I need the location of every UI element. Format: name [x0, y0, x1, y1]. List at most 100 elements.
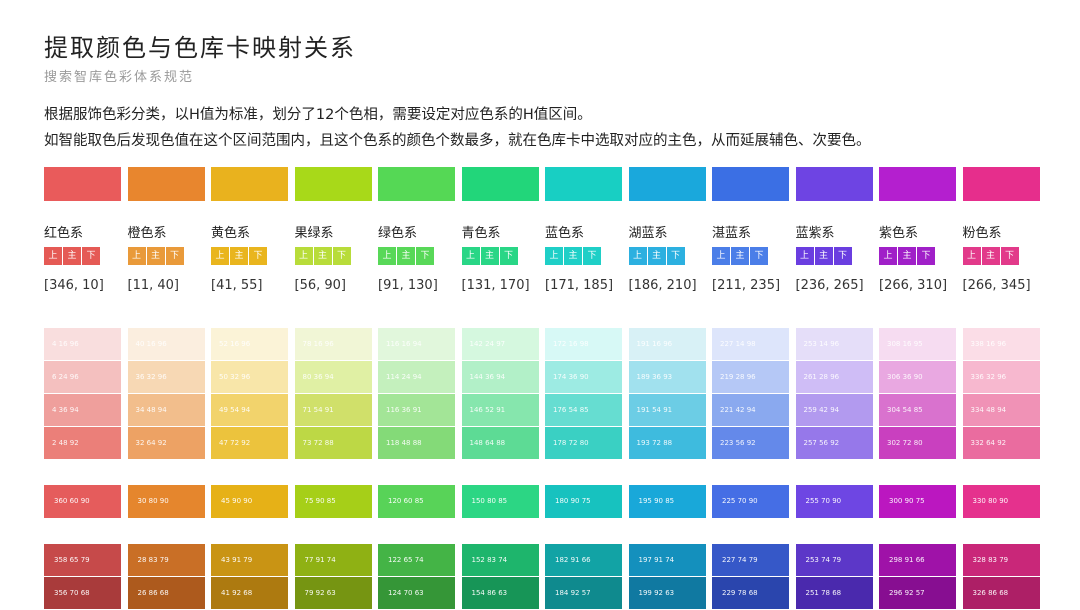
- shade-swatch: 328 83 79: [962, 544, 1040, 576]
- color-chip: 上: [127, 247, 146, 265]
- main-color-swatch: 300 90 75: [879, 485, 956, 518]
- color-chip: 主: [313, 247, 332, 265]
- tint-swatch: 227 14 98: [712, 328, 789, 360]
- hue-swatch-bar: [712, 167, 789, 201]
- color-chip: 下: [499, 247, 518, 265]
- shade-swatch: 122 65 74: [378, 544, 455, 576]
- hue-column: 果绿系上主下 [56, 90] 78 16 96 80 36 94 71 54 91 73…: [294, 0, 373, 610]
- color-chip: 主: [63, 247, 81, 265]
- chip-group: 上主下: [461, 247, 518, 265]
- color-chip: 上: [879, 247, 897, 265]
- hue-name: 红色系: [44, 226, 84, 241]
- tint-swatch: 49 54 94: [211, 394, 288, 426]
- shade-swatch: 26 86 68: [127, 577, 205, 609]
- tint-swatch: 34 48 94: [127, 394, 205, 426]
- main-color-swatch: 180 90 75: [545, 485, 622, 518]
- hue-name: 蓝色系: [545, 226, 585, 241]
- color-chip: 主: [981, 247, 1000, 265]
- main-color-swatch: 330 80 90: [962, 485, 1040, 518]
- hue-column: 青色系上主下 [131, 170] 142 24 97 144 36 94 146 52…: [461, 0, 540, 610]
- color-chip: 下: [583, 247, 601, 265]
- chip-group: 上主下: [879, 247, 935, 265]
- tint-swatch: 338 16 96: [962, 328, 1040, 360]
- tint-swatch: 336 32 96: [962, 361, 1040, 393]
- shade-swatch: 124 70 63: [378, 577, 455, 609]
- shade-swatch: 184 92 57: [545, 577, 622, 609]
- main-color-swatch: 150 80 85: [461, 485, 539, 518]
- tint-stack: 338 16 96 336 32 96 334 48 94 332 64 92: [962, 328, 1040, 460]
- hue-swatch-bar: [44, 167, 121, 201]
- tint-swatch: 114 24 94: [378, 361, 455, 393]
- tint-swatch: 47 72 92: [211, 427, 288, 459]
- color-chip: 主: [647, 247, 666, 265]
- hue-column: 湛蓝系上主下 [211, 235] 227 14 98 219 28 96 221 42…: [712, 0, 790, 609]
- shade-stack: 77 91 74 79 92 63: [294, 544, 372, 610]
- h-value-range: [236, 265]: [795, 278, 864, 293]
- tint-stack: 253 14 96 261 28 96 259 42 94 257 56 92: [795, 328, 873, 460]
- shade-swatch: 43 91 79: [211, 544, 288, 576]
- hue-swatch-bar: [127, 167, 205, 201]
- tint-stack: 52 16 96 50 32 96 49 54 94 47 72 92: [211, 328, 288, 460]
- hue-swatch-bar: [962, 167, 1040, 201]
- color-chip: 主: [397, 247, 415, 265]
- h-value-range: [186, 210]: [628, 278, 697, 293]
- tint-stack: 4 16 96 6 24 96 4 36 94 2 48 92: [44, 328, 121, 460]
- shade-swatch: 41 92 68: [211, 577, 288, 609]
- hue-column: 蓝紫系上主下 [236, 265] 253 14 96 261 28 96 259 42…: [795, 0, 874, 610]
- color-chip: 下: [833, 247, 852, 265]
- tint-swatch: 191 54 91: [628, 394, 706, 426]
- color-chip: 主: [814, 247, 833, 265]
- color-chip: 主: [230, 247, 248, 265]
- chip-group: 上主下: [294, 247, 351, 265]
- hue-name: 果绿系: [294, 226, 334, 241]
- tint-swatch: 40 16 96: [127, 328, 205, 360]
- chip-group: 上主下: [545, 247, 601, 265]
- tint-swatch: 178 72 80: [545, 427, 622, 459]
- tint-swatch: 253 14 96: [795, 328, 873, 360]
- tint-swatch: 257 56 92: [795, 427, 873, 459]
- tint-swatch: 50 32 96: [211, 361, 288, 393]
- hue-name: 粉色系: [962, 226, 1002, 241]
- hue-column: 粉色系上主下 [266, 345] 338 16 96 336 32 96 334 48…: [962, 0, 1041, 609]
- description-line-1: 根据服饰色彩分类，以H值为标准，划分了12个色相，需要设定对应色系的H值区间。: [44, 107, 592, 123]
- hue-name: 湖蓝系: [628, 226, 668, 241]
- tint-swatch: 116 16 94: [378, 328, 455, 360]
- tint-swatch: 4 16 96: [44, 328, 121, 360]
- color-chip: 下: [750, 247, 768, 265]
- shade-stack: 253 74 79 251 78 68: [795, 544, 873, 610]
- shade-swatch: 199 92 63: [628, 577, 706, 609]
- color-chip: 主: [731, 247, 749, 265]
- tint-swatch: 259 42 94: [795, 394, 873, 426]
- tint-swatch: 261 28 96: [795, 361, 873, 393]
- shade-swatch: 152 83 74: [461, 544, 539, 576]
- tint-stack: 227 14 98 219 28 96 221 42 94 223 56 92: [712, 328, 789, 460]
- hue-column: 湖蓝系上主下 [186, 210] 191 16 96 189 36 93 191 54…: [628, 0, 707, 609]
- tint-swatch: 4 36 94: [44, 394, 121, 426]
- tint-swatch: 304 54 85: [879, 394, 956, 426]
- hue-swatch-bar: [795, 167, 873, 201]
- chip-group: 上主下: [795, 247, 852, 265]
- color-chip: 上: [795, 247, 814, 265]
- color-chip: 上: [461, 247, 480, 265]
- shade-swatch: 296 92 57: [879, 577, 956, 609]
- tint-stack: 142 24 97 144 36 94 146 52 91 148 64 88: [461, 328, 539, 460]
- h-value-range: [91, 130]: [378, 278, 438, 293]
- shade-stack: 28 83 79 26 86 68: [127, 544, 205, 610]
- hue-name: 紫色系: [879, 226, 919, 241]
- tint-swatch: 302 72 80: [879, 427, 956, 459]
- shade-swatch: 79 92 63: [294, 577, 372, 609]
- tint-swatch: 174 36 90: [545, 361, 622, 393]
- color-chip: 下: [332, 247, 351, 265]
- color-chip: 下: [249, 247, 267, 265]
- hue-name: 绿色系: [378, 226, 418, 241]
- tint-swatch: 32 64 92: [127, 427, 205, 459]
- shade-swatch: 358 65 79: [44, 544, 121, 576]
- shade-stack: 152 83 74 154 86 63: [461, 544, 539, 610]
- color-chip: 下: [416, 247, 434, 265]
- tint-swatch: 6 24 96: [44, 361, 121, 393]
- h-value-range: [211, 235]: [712, 278, 781, 293]
- h-value-range: [11, 40]: [127, 278, 180, 293]
- shade-stack: 358 65 79 356 70 68: [44, 544, 121, 610]
- tint-stack: 116 16 94 114 24 94 116 36 91 118 48 88: [378, 328, 455, 460]
- tint-swatch: 148 64 88: [461, 427, 539, 459]
